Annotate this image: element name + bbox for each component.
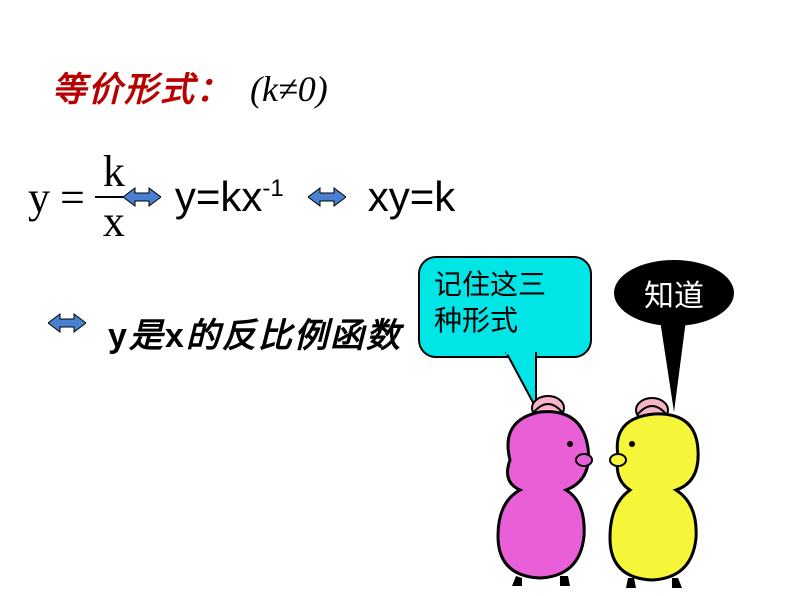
eq2-base: y=kx [175,173,263,220]
double-arrow-icon [48,312,86,334]
bubble1-line2: 种形式 [434,304,576,340]
bubble1-line1: 记住这三 [434,268,576,304]
stmt-mid: 是 [129,318,165,355]
title-label: 等价形式： [52,62,232,111]
bubble2-text: 知道 [644,271,704,315]
eq2-exponent: -1 [262,175,283,202]
statement-text: y是x的反比例函数 [108,312,402,361]
stmt-suffix: 的反比例函数 [186,318,402,355]
eq1-equals: = [60,172,85,223]
equation-fraction: y = k x [28,150,133,244]
speech-bubble-know: 知道 [614,260,734,326]
equation-3: xy=k [368,173,456,221]
eq1-y: y [28,172,50,223]
double-arrow-icon [308,186,346,208]
cartoon-characters [470,390,760,595]
equations-row: y = k x y=kx-1 xy=k [28,150,774,244]
stmt-y: y [108,317,129,355]
double-arrow-icon [123,186,161,208]
speech-bubble-remember: 记住这三 种形式 [418,256,592,358]
stmt-x: x [165,317,186,355]
statement-row: y是x的反比例函数 [40,312,402,361]
title-condition: (k≠0) [250,68,328,110]
equation-2: y=kx-1 [175,173,284,221]
